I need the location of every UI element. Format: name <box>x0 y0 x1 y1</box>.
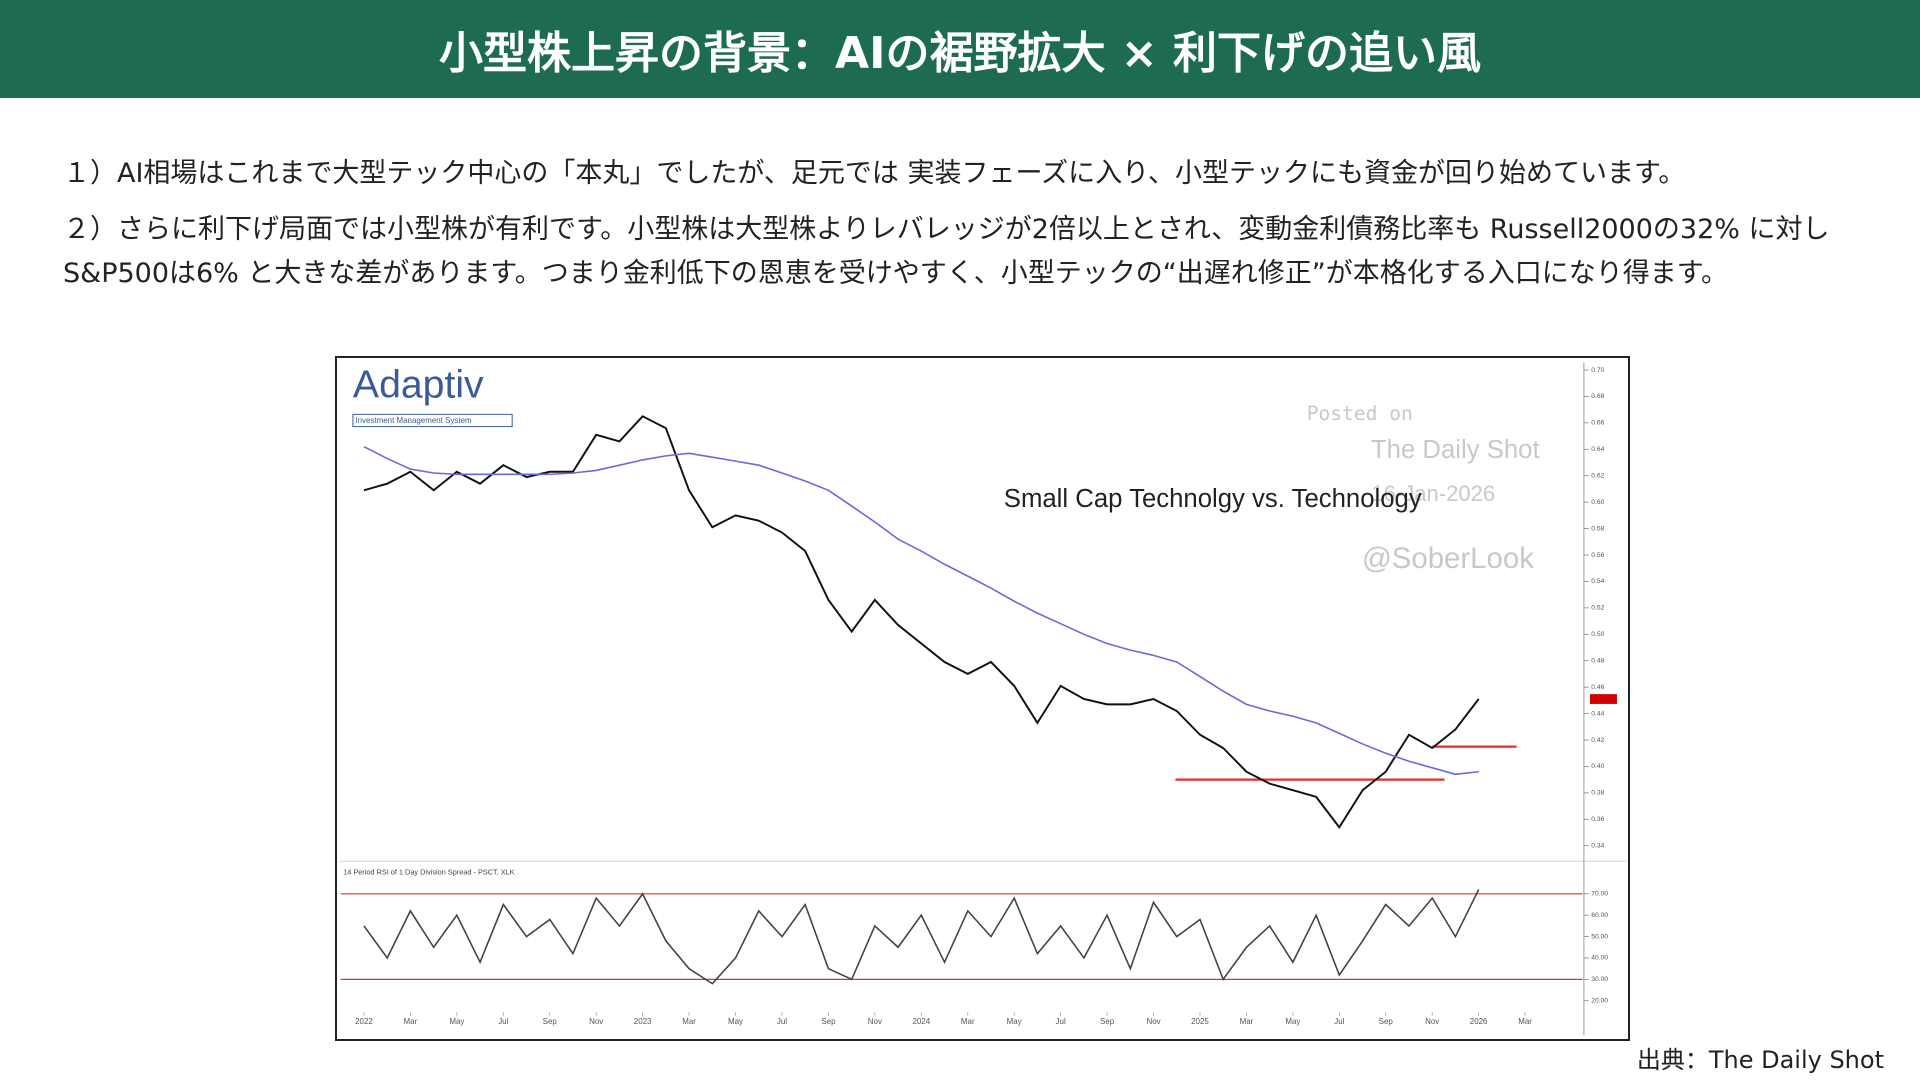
y-tick-label: 0.46 <box>1591 684 1604 691</box>
x-tick-label: May <box>1285 1017 1300 1026</box>
y-tick-label: 30.00 <box>1591 976 1608 983</box>
y-tick-label: 40.00 <box>1591 955 1608 962</box>
watermark: The Daily Shot <box>1371 436 1540 464</box>
y-tick-label: 0.48 <box>1591 658 1604 665</box>
x-tick-label: 2026 <box>1470 1017 1488 1026</box>
logo-box <box>352 413 513 428</box>
y-tick-label: 0.42 <box>1591 737 1604 744</box>
x-tick-label: Nov <box>868 1017 882 1026</box>
x-tick-label: 2024 <box>912 1017 930 1026</box>
y-tick-label: 50.00 <box>1591 933 1608 940</box>
x-tick-label: May <box>449 1017 464 1026</box>
series-line <box>363 889 1480 985</box>
header: 小型株上昇の背景：AIの裾野拡大 × 利下げの追い風 <box>0 0 1920 98</box>
y-tick-label: 0.54 <box>1591 578 1604 585</box>
x-tick-label: Nov <box>1146 1017 1160 1026</box>
y-tick-label: 0.36 <box>1591 816 1604 823</box>
x-tick-label: Mar <box>1518 1017 1532 1026</box>
source: 出典：The Daily Shot <box>1636 1046 1884 1074</box>
watermark: 16-Jan-2026 <box>1371 481 1495 506</box>
x-tick-label: Sep <box>1379 1017 1394 1026</box>
x-tick-label: Nov <box>1425 1017 1439 1026</box>
x-tick-label: Mar <box>404 1017 418 1026</box>
x-tick-label: 2025 <box>1191 1017 1209 1026</box>
y-tick-label: 70.00 <box>1591 891 1608 898</box>
y-tick-label: 0.40 <box>1591 763 1604 770</box>
y-tick-label: 0.68 <box>1591 393 1604 400</box>
y-tick-label: 0.64 <box>1591 446 1604 453</box>
x-tick-label: 2022 <box>355 1017 373 1026</box>
series-line <box>363 445 1479 776</box>
x-tick-label: Mar <box>961 1017 975 1026</box>
series-line <box>363 415 1480 829</box>
rsi-title: 14 Period RSI of 1 Day Division Spread -… <box>343 867 515 876</box>
y-tick-label: 0.60 <box>1591 499 1604 506</box>
chart-title: Small Cap Technolgy vs. Technology <box>1004 485 1422 513</box>
y-tick-label: 0.34 <box>1591 843 1604 850</box>
y-tick-label: 0.38 <box>1591 790 1604 797</box>
watermark: Posted on <box>1307 402 1413 425</box>
body-text: １）AI相場はこれまで大型テック中心の「本丸」でしたが、足元では 実装フェーズに… <box>63 152 1863 308</box>
x-tick-label: Mar <box>682 1017 696 1026</box>
x-tick-label: Sep <box>543 1017 558 1026</box>
x-tick-label: Nov <box>589 1017 603 1026</box>
y-tick-label: 0.56 <box>1591 552 1604 559</box>
paragraph: ２）さらに利下げ局面では小型株が有利です。小型株は大型株よりレバレッジが2倍以上… <box>63 214 1830 289</box>
y-tick-label: 60.00 <box>1591 912 1608 919</box>
logo-subtitle: Investment Management System <box>355 416 472 425</box>
figure: Adaptiv Investment Management System Pos… <box>335 356 1630 1041</box>
chart: Adaptiv Investment Management System Pos… <box>339 362 1627 1036</box>
y-tick-label: 0.50 <box>1591 631 1604 638</box>
x-tick-label: Jul <box>498 1017 508 1026</box>
y-tick-label: 0.62 <box>1591 472 1604 479</box>
y-tick-label: 20.00 <box>1591 998 1608 1005</box>
x-tick-label: 2023 <box>634 1017 652 1026</box>
x-tick-label: Sep <box>821 1017 836 1026</box>
x-tick-label: May <box>1007 1017 1022 1026</box>
logo: Adaptiv <box>353 364 484 407</box>
y-tick-label: 0.70 <box>1591 367 1604 374</box>
y-tick-label: 0.58 <box>1591 525 1604 532</box>
watermark: @SoberLook <box>1362 542 1534 575</box>
title: 小型株上昇の背景：AIの裾野拡大 × 利下げの追い風 <box>439 28 1481 79</box>
y-tick-label: 0.52 <box>1591 605 1604 612</box>
y-tick-label: 0.44 <box>1591 710 1604 717</box>
paragraph: １）AI相場はこれまで大型テック中心の「本丸」でしたが、足元では 実装フェーズに… <box>63 158 1686 189</box>
x-tick-label: Mar <box>1240 1017 1254 1026</box>
y-tick-label: 0.66 <box>1591 420 1604 427</box>
x-tick-label: Sep <box>1100 1017 1115 1026</box>
x-tick-label: Jul <box>1056 1017 1066 1026</box>
x-tick-label: Jul <box>777 1017 787 1026</box>
x-tick-label: May <box>728 1017 743 1026</box>
last-value-marker <box>1590 694 1617 704</box>
x-tick-label: Jul <box>1334 1017 1344 1026</box>
